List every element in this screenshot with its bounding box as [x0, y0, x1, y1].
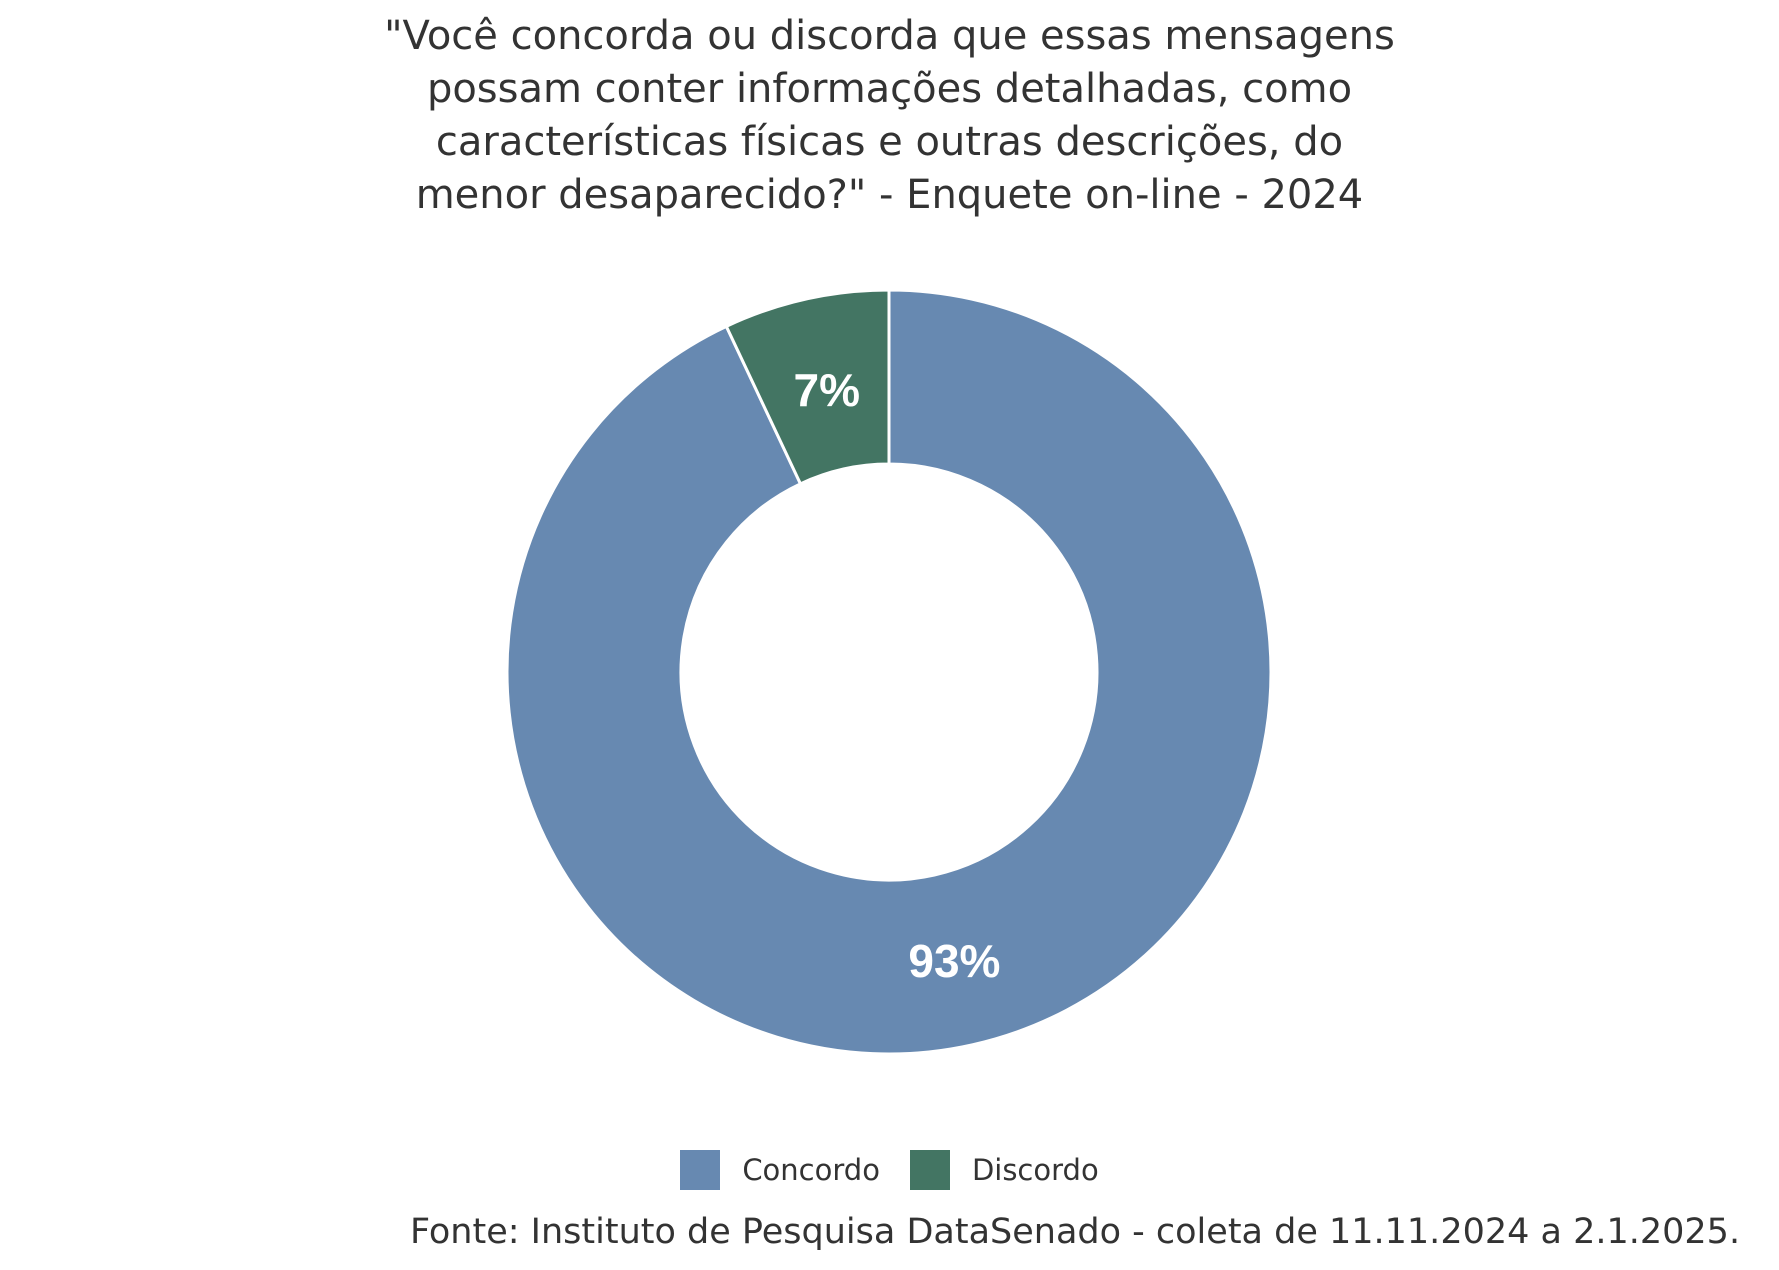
chart-title: "Você concorda ou discorda que essas men… — [0, 10, 1779, 222]
legend-label-concordo: Concordo — [742, 1153, 880, 1187]
donut-slice-discordo[interactable] — [724, 288, 891, 486]
donut-slice-concordo[interactable] — [505, 288, 1273, 1056]
data-label-discordo: 7% — [794, 364, 860, 416]
legend-item-concordo[interactable]: Concordo — [680, 1150, 880, 1190]
data-label-concordo: 93% — [908, 935, 1000, 987]
legend-swatch-discordo — [909, 1150, 950, 1190]
legend: Concordo Discordo — [0, 1150, 1779, 1190]
legend-label-discordo: Discordo — [971, 1153, 1099, 1187]
chart-title-line: possam conter informações detalhadas, co… — [426, 66, 1353, 112]
chart-title-line: características físicas e outras descriç… — [435, 119, 1344, 165]
legend-item-discordo[interactable]: Discordo — [909, 1150, 1099, 1190]
chart-title-line: "Você concorda ou discorda que essas men… — [384, 13, 1395, 59]
legend-swatch-concordo — [680, 1150, 721, 1190]
source-note: Fonte: Instituto de Pesquisa DataSenado … — [410, 1212, 1741, 1252]
chart-title-line: menor desaparecido?" - Enquete on-line -… — [415, 172, 1364, 218]
